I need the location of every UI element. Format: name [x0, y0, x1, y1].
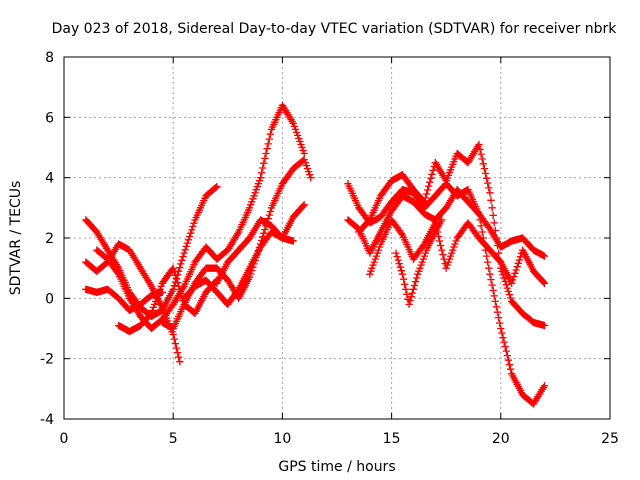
- grid: [64, 57, 610, 419]
- series-sat-l: [366, 216, 549, 287]
- y-tick-label: 6: [45, 110, 54, 126]
- series-sat-m: [392, 216, 446, 309]
- marker-trace: [366, 216, 549, 287]
- series-sat-k: [355, 140, 549, 330]
- y-tick-label: -4: [40, 412, 54, 428]
- axis-ticks: 0 5 10 15 20 25 -4 -2 0 2 4 6 8: [40, 50, 619, 447]
- marker-trace: [392, 216, 446, 309]
- data-marks: [82, 101, 549, 408]
- y-tick-label: 0: [45, 291, 54, 307]
- plot-frame: [63, 56, 611, 420]
- y-tick-label: 2: [45, 231, 54, 247]
- y-tick-label: 8: [45, 50, 54, 66]
- y-tick-label: 4: [45, 171, 54, 187]
- chart-title: Day 023 of 2018, Sidereal Day-to-day VTE…: [52, 21, 618, 37]
- y-axis-label: SDTVAR / TECUs: [8, 181, 24, 296]
- marker-trace: [213, 216, 297, 287]
- x-tick-label: 0: [60, 431, 69, 447]
- marker-trace: [93, 101, 308, 333]
- x-tick-label: 5: [169, 431, 178, 447]
- series-sat-h: [213, 216, 297, 287]
- x-axis-label: GPS time / hours: [278, 459, 395, 475]
- x-tick-label: 25: [601, 431, 619, 447]
- series-sat-a: [82, 183, 221, 321]
- y-tick-label: -2: [40, 352, 54, 368]
- x-tick-label: 10: [273, 431, 291, 447]
- marker-trace: [355, 140, 549, 330]
- series-sat-e: [93, 101, 308, 333]
- x-tick-label: 15: [383, 431, 401, 447]
- x-tick-label: 20: [492, 431, 510, 447]
- marker-trace: [82, 183, 221, 321]
